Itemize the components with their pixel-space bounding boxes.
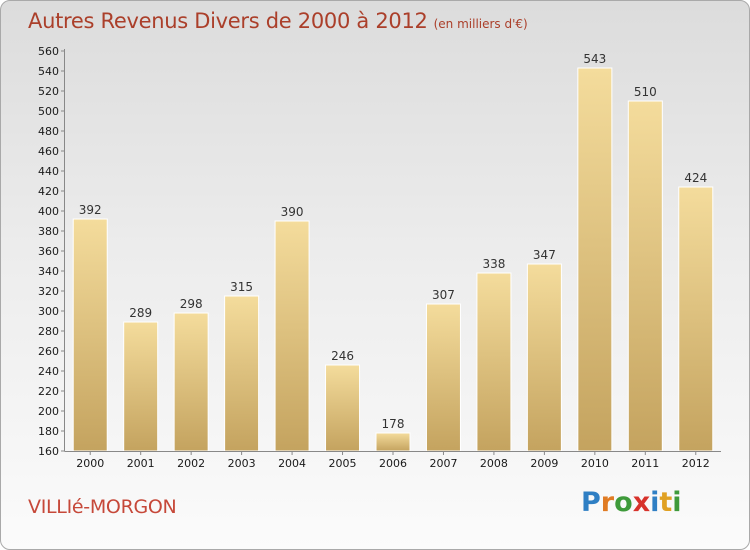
data-label-2003: 315 [230, 280, 253, 294]
bar-2010 [577, 67, 613, 452]
y-tick-label-440: 440 [38, 165, 59, 178]
y-tick-label-460: 460 [38, 145, 59, 158]
x-tick-label-2011: 2011 [631, 457, 659, 470]
data-label-2000: 392 [79, 203, 102, 217]
y-tick-label-540: 540 [38, 65, 59, 78]
proxiti-logo[interactable]: Proxiti [581, 487, 682, 518]
y-tick-label-480: 480 [38, 125, 59, 138]
x-tick-label-2003: 2003 [228, 457, 256, 470]
y-tick-label-260: 260 [38, 345, 59, 358]
bar-2002 [173, 312, 209, 452]
x-tick-label-2000: 2000 [76, 457, 104, 470]
logo-letter: o [614, 487, 633, 518]
y-tick-label-560: 560 [38, 45, 59, 58]
y-tick-label-180: 180 [38, 425, 59, 438]
y-tick-label-520: 520 [38, 85, 59, 98]
data-label-2002: 298 [180, 297, 203, 311]
bar-2008 [476, 272, 512, 452]
bar-2001 [123, 321, 159, 452]
bar-2009 [526, 263, 562, 452]
bar-2000 [72, 218, 108, 452]
chart-subtitle: (en milliers d'€) [433, 17, 528, 31]
data-label-2006: 178 [382, 417, 405, 431]
y-tick-label-360: 360 [38, 245, 59, 258]
data-label-2004: 390 [281, 205, 304, 219]
y-tick-label-420: 420 [38, 185, 59, 198]
axes-group: 160 180 200 220 240 260 280 300 320 340 360 380 400 4… [38, 45, 721, 470]
logo-letter: i [650, 487, 660, 518]
x-tick-label-2007: 2007 [429, 457, 457, 470]
x-tick-label-2004: 2004 [278, 457, 306, 470]
title-block: Autres Revenus Divers de 2000 à 2012 (en … [28, 9, 528, 33]
data-label-2011: 510 [634, 85, 657, 99]
logo-letter: P [581, 487, 601, 518]
data-label-2010: 543 [583, 52, 606, 66]
bar-2006 [375, 432, 411, 452]
chart-title: Autres Revenus Divers de 2000 à 2012 [28, 9, 428, 33]
bar-2005 [325, 364, 361, 452]
bar-2007 [425, 303, 461, 452]
bar-2011 [627, 100, 663, 452]
bar-2003 [224, 295, 260, 452]
y-tick-label-220: 220 [38, 385, 59, 398]
logo-letter: x [632, 487, 651, 518]
data-label-2007: 307 [432, 288, 455, 302]
x-tick-label-2010: 2010 [581, 457, 609, 470]
x-tick-label-2012: 2012 [682, 457, 710, 470]
place-name: VILLIé-MORGON [28, 496, 177, 518]
y-tick-label-400: 400 [38, 205, 59, 218]
y-tick-label-380: 380 [38, 225, 59, 238]
y-tick-label-340: 340 [38, 265, 59, 278]
x-tick-label-2006: 2006 [379, 457, 407, 470]
y-tick-label-320: 320 [38, 285, 59, 298]
bar-2004 [274, 220, 310, 452]
x-tick-label-2001: 2001 [127, 457, 155, 470]
x-tick-label-2005: 2005 [329, 457, 357, 470]
y-tick-label-500: 500 [38, 105, 59, 118]
x-tick-label-2009: 2009 [530, 457, 558, 470]
x-tick-label-2008: 2008 [480, 457, 508, 470]
y-tick-label-200: 200 [38, 405, 59, 418]
y-tick-label-280: 280 [38, 325, 59, 338]
y-tick-label-160: 160 [38, 445, 59, 458]
bars-group: 392 289 298 315 390 246 178 307 338 347 543 510 424 [72, 52, 714, 452]
data-label-2001: 289 [129, 306, 152, 320]
x-tick-label-2002: 2002 [177, 457, 205, 470]
y-tick-label-300: 300 [38, 305, 59, 318]
logo-letter: r [600, 487, 615, 518]
data-label-2012: 424 [684, 171, 707, 185]
data-label-2009: 347 [533, 248, 556, 262]
y-tick-label-240: 240 [38, 365, 59, 378]
data-label-2008: 338 [482, 257, 505, 271]
logo-letter: i [672, 487, 682, 518]
data-label-2005: 246 [331, 349, 354, 363]
bar-2012 [678, 186, 714, 452]
logo-letter: t [659, 487, 673, 518]
